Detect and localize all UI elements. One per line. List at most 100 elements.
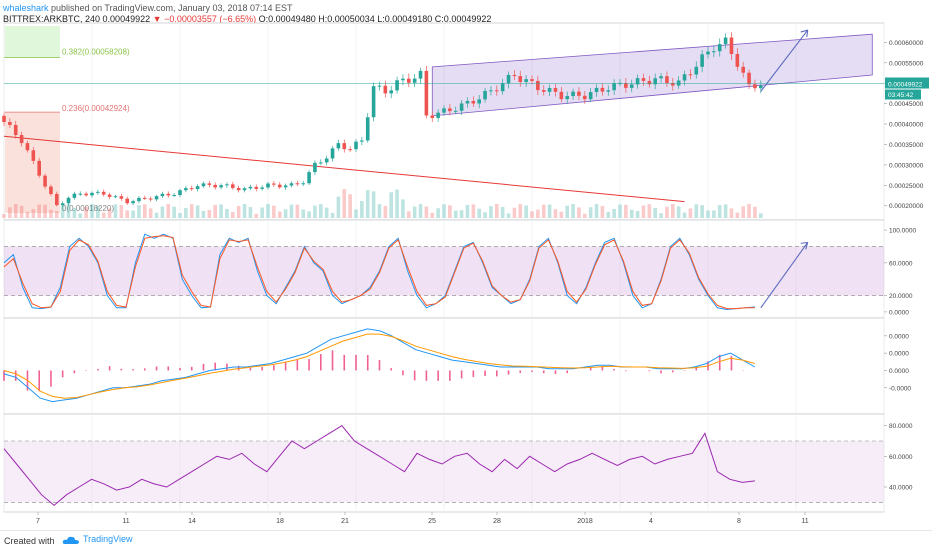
candle-body (20, 135, 24, 143)
macd-histogram-bar (543, 370, 545, 373)
tradingview-logo[interactable]: TradingView (62, 534, 133, 545)
rsi-band (4, 441, 884, 502)
volume-bar (477, 209, 481, 218)
volume-bar (548, 205, 552, 218)
volume-bar (348, 194, 352, 218)
macd-histogram-bar (285, 362, 287, 371)
candle-body (143, 198, 147, 199)
created-with-label: Created with (4, 536, 55, 546)
candle-body (472, 101, 476, 103)
stoch-band (4, 246, 884, 295)
volume-bar (407, 211, 411, 218)
candle-body (178, 190, 182, 195)
macd-histogram-bar (226, 364, 228, 371)
footer: Created with TradingView (0, 530, 932, 551)
volume-bar (554, 209, 558, 218)
volume-bar (78, 213, 82, 218)
volume-bar (325, 208, 329, 218)
volume-bar (565, 206, 569, 218)
volume-bar (43, 205, 47, 218)
candle-body (425, 71, 429, 116)
volume-bar (190, 204, 194, 218)
candle-body (565, 96, 569, 99)
volume-bar (736, 213, 740, 218)
volume-bar (724, 204, 728, 218)
volume-bar (700, 205, 704, 218)
macd-histogram-bar (484, 370, 486, 375)
volume-bar (524, 206, 528, 218)
candle-body (753, 84, 757, 88)
volume-bar (254, 214, 258, 218)
candle-body (460, 103, 464, 110)
volume-bar (395, 190, 399, 218)
volume-bar (542, 205, 546, 218)
macd-histogram-bar (97, 369, 99, 371)
volume-bar (125, 210, 129, 218)
price-axis-label-1: 0.00055000 (889, 60, 924, 67)
volume-bar (155, 213, 159, 218)
candle-body (131, 201, 135, 203)
macd-histogram-bar (625, 370, 627, 371)
candle-body (419, 71, 423, 79)
fib-382-label: 0.382(0.00058208) (62, 48, 130, 57)
volume-bar (642, 205, 646, 218)
candle-body (307, 172, 311, 183)
volume-bar (161, 206, 165, 218)
volume-bar (518, 204, 522, 218)
volume-bar (337, 197, 341, 218)
candle-body (595, 88, 599, 92)
volume-bar (583, 214, 587, 218)
candle-body (554, 88, 558, 92)
volume-bar (606, 212, 610, 218)
volume-bar (425, 207, 429, 218)
volume-bar (747, 204, 751, 218)
volume-bar (694, 204, 698, 218)
volume-bar (636, 211, 640, 218)
candle-body (249, 187, 253, 188)
candle-body (718, 44, 722, 51)
candle-body (489, 90, 493, 91)
candle-body (454, 111, 458, 112)
chart-area[interactable]: 0.382(0.00058208)0.236(0.00042924)0(0.00… (0, 0, 932, 530)
macd-histogram-bar (508, 370, 510, 374)
macd-histogram-bar (473, 370, 475, 376)
candle-body (384, 86, 388, 94)
candle-body (395, 80, 399, 90)
volume-bar (730, 208, 734, 218)
volume-bar (8, 207, 12, 218)
volume-bar (237, 206, 241, 218)
macd-histogram-bar (566, 370, 568, 373)
volume-bar (571, 204, 575, 218)
candle-body (706, 52, 710, 55)
candle-body (213, 185, 217, 187)
candle-body (736, 54, 740, 67)
macd-histogram-bar (203, 364, 205, 371)
macd-histogram-bar (649, 370, 651, 371)
rsi-axis-label-0: 80.0000 (889, 423, 913, 430)
volume-bar (202, 211, 206, 218)
macd-histogram-bar (3, 370, 5, 380)
volume-bar (102, 212, 106, 218)
candle-body (8, 122, 12, 125)
macd-histogram-bar (519, 370, 521, 372)
candle-body (260, 187, 264, 188)
volume-bar (448, 205, 452, 218)
volume-bar (501, 207, 505, 218)
price-axis-label-4: 0.00040000 (889, 122, 924, 129)
candle-body (73, 194, 77, 198)
time-label-0: 7 (36, 518, 40, 525)
macd-axis-label-1: 0.0000 (889, 351, 909, 358)
candle-body (161, 194, 165, 196)
candle-body (466, 101, 470, 103)
candle-body (495, 90, 499, 91)
candle-body (548, 88, 552, 92)
volume-bar (401, 199, 405, 218)
volume-bar (495, 204, 499, 218)
macd-histogram-bar (74, 370, 76, 373)
candle-body (483, 91, 487, 100)
brand-name: TradingView (83, 534, 133, 544)
macd-histogram-bar (167, 366, 169, 370)
candle-body (331, 148, 335, 158)
candle-body (606, 90, 610, 91)
volume-bar (536, 210, 540, 218)
